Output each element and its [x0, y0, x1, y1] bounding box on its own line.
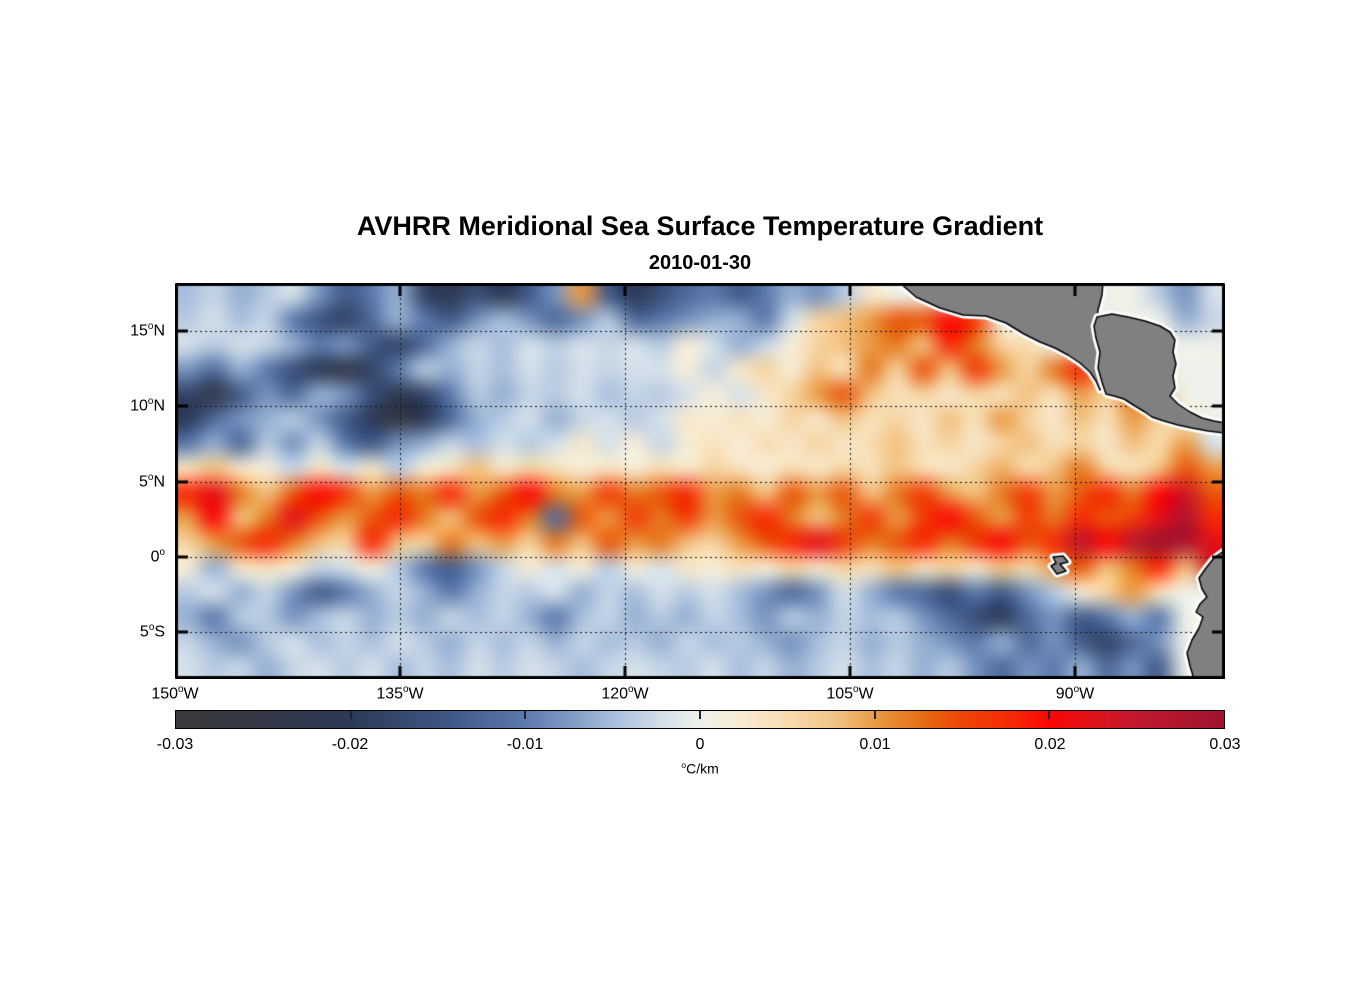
xtick-hemisphere: W: [183, 685, 199, 703]
colorbar-label: 0: [695, 736, 705, 753]
ytick-hemisphere: N: [153, 397, 165, 415]
y-axis-label-0: 0o: [83, 547, 165, 566]
x-axis-label-135w: 135oW: [355, 684, 445, 703]
y-axis-label-15n: 15oN: [83, 321, 165, 340]
degree-sup: o: [1073, 684, 1080, 695]
degree-sup: o: [853, 684, 859, 695]
degree-sup: o: [628, 684, 634, 695]
ytick-hemisphere: S: [154, 623, 165, 641]
colorbar-tick: [873, 711, 876, 719]
xtick-value: 120: [601, 685, 629, 703]
ytick-hemisphere: N: [153, 322, 165, 340]
y-axis-label-5s: 5oS: [83, 622, 165, 641]
y-axis-label-10n: 10oN: [83, 396, 165, 415]
ytick-value: 15: [130, 322, 148, 340]
colorbar-label: 0.01: [859, 736, 891, 753]
map-canvas: [175, 283, 1225, 679]
xtick-hemisphere: W: [633, 685, 649, 703]
xtick-value: 90: [1055, 685, 1074, 703]
colorbar-label: -0.02: [331, 736, 369, 753]
chart-title: AVHRR Meridional Sea Surface Temperature…: [356, 211, 1044, 241]
y-axis-label-5n: 5oN: [83, 472, 165, 491]
colorbar-tick: [524, 711, 527, 719]
degree-sup: o: [178, 684, 184, 695]
degree-sup: o: [403, 684, 409, 695]
ytick-value: 0: [150, 548, 160, 566]
colorbar-tick: [699, 711, 701, 719]
degree-sup: o: [148, 622, 155, 634]
ytick-value: 5: [139, 623, 149, 641]
xtick-value: 150: [151, 685, 179, 703]
colorbar-unit-label: oC/km: [175, 760, 1225, 777]
degree-sup: o: [159, 547, 165, 559]
colorbar-tick: [349, 711, 352, 719]
ytick-value: 5: [139, 473, 148, 491]
ytick-value: 10: [130, 397, 148, 415]
xtick-hemisphere: W: [1079, 685, 1095, 703]
ytick-hemisphere: N: [153, 473, 165, 491]
colorbar-gradient: [176, 711, 1224, 728]
xtick-hemisphere: W: [858, 685, 874, 703]
x-axis-label-150w: 150oW: [130, 684, 220, 703]
x-axis-label-105w: 105oW: [805, 684, 895, 703]
map-plot: [175, 283, 1225, 679]
x-axis-label-120w: 120oW: [580, 684, 670, 703]
xtick-value: 105: [826, 685, 854, 703]
colorbar-label: -0.01: [506, 736, 544, 753]
degree-sup: o: [147, 321, 154, 333]
xtick-hemisphere: W: [408, 685, 424, 703]
colorbar-label: 0.02: [1034, 736, 1066, 753]
colorbar-label: 0.03: [1209, 736, 1241, 753]
degree-sup: o: [681, 760, 687, 770]
colorbar-tick: [1048, 711, 1051, 719]
degree-sup: o: [147, 396, 154, 408]
chart-date: 2010-01-30: [648, 252, 752, 274]
colorbar-label: -0.03: [156, 736, 194, 753]
x-axis-label-90w: 90oW: [1030, 684, 1120, 703]
unit-text: C/km: [686, 760, 719, 777]
xtick-value: 135: [376, 685, 404, 703]
colorbar: [175, 710, 1225, 729]
degree-sup: o: [147, 471, 154, 483]
